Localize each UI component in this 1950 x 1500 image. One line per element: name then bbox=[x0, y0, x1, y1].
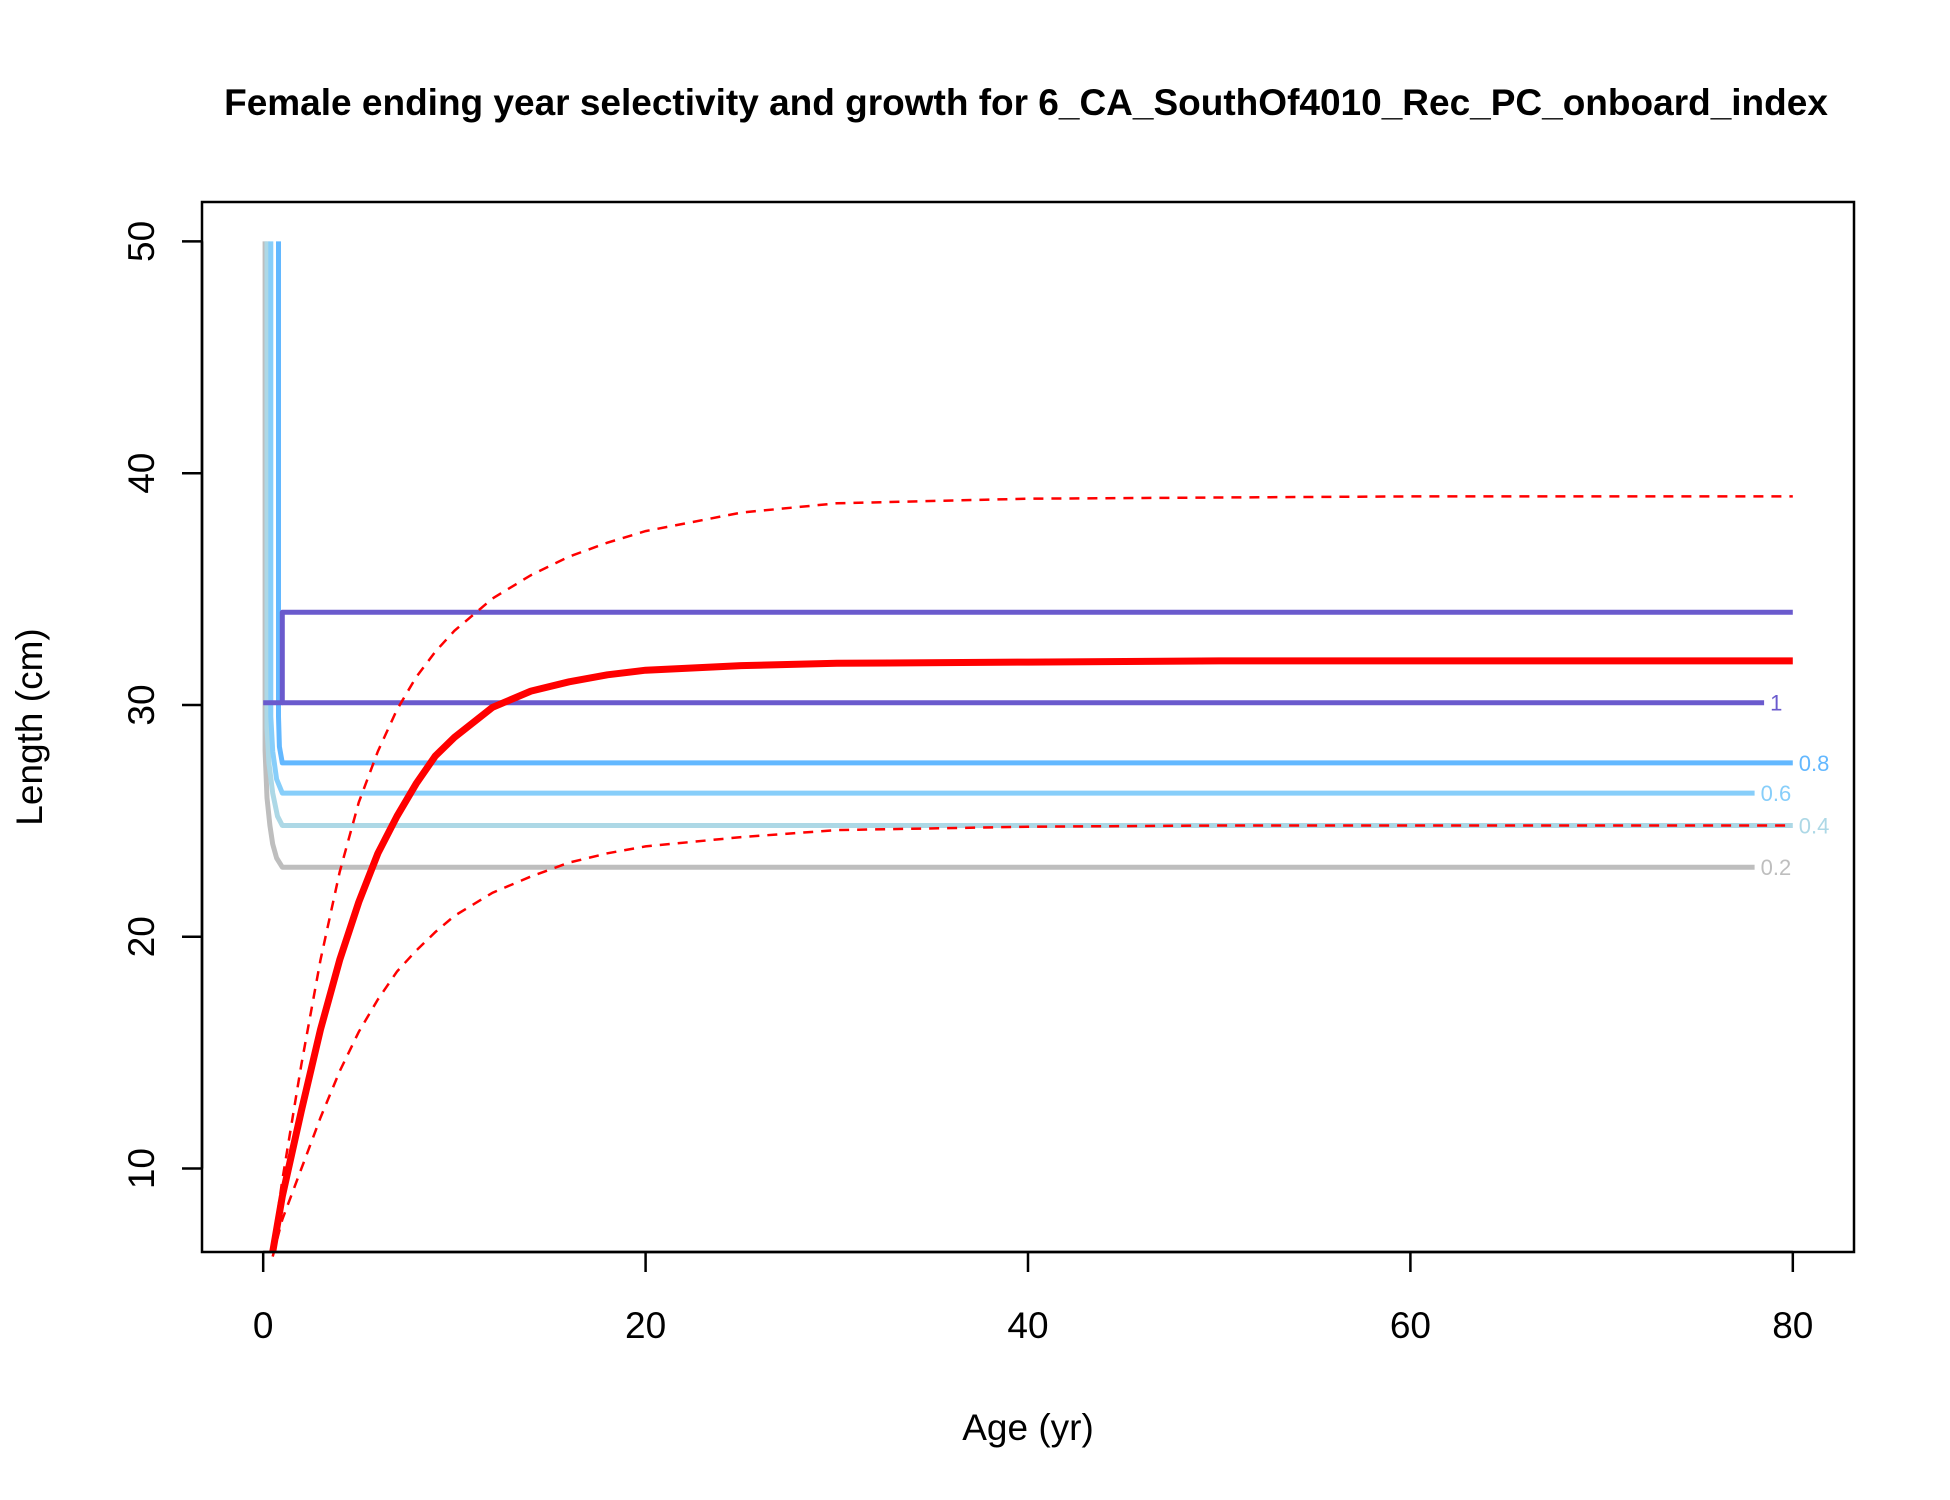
growth-upper-interval bbox=[271, 495, 1793, 1248]
contour-label: 0.2 bbox=[1761, 855, 1792, 880]
x-axis: 0 20 40 60 80 bbox=[253, 1250, 1813, 1346]
x-axis-label: Age (yr) bbox=[962, 1407, 1094, 1448]
contour-line-0-4 bbox=[264, 241, 1793, 828]
x-tick-label: 40 bbox=[1007, 1305, 1048, 1346]
chart-title: Female ending year selectivity and growt… bbox=[224, 82, 1828, 123]
growth-mean-curve bbox=[269, 657, 1793, 1253]
contour-line-0-8 bbox=[276, 241, 1793, 766]
x-tick-label: 60 bbox=[1390, 1305, 1431, 1346]
selectivity-contours: 0.2 0.4 0.6 0.8 1 bbox=[262, 241, 1830, 880]
y-tick-label: 10 bbox=[121, 1148, 162, 1189]
contour-line-1 bbox=[263, 609, 1793, 706]
y-tick-label: 30 bbox=[121, 684, 162, 725]
x-tick-label: 20 bbox=[625, 1305, 666, 1346]
growth-curves bbox=[269, 495, 1793, 1257]
growth-lower-interval bbox=[271, 824, 1793, 1257]
y-axis: 10 20 30 40 50 bbox=[121, 221, 204, 1189]
contour-label: 0.4 bbox=[1799, 814, 1830, 839]
contour-label: 0.6 bbox=[1761, 781, 1792, 806]
y-axis-label: Length (cm) bbox=[9, 628, 50, 825]
contour-line-0-2 bbox=[262, 241, 1755, 870]
contour-label: 1 bbox=[1770, 691, 1782, 716]
y-tick-label: 50 bbox=[121, 221, 162, 262]
contour-line-0-6 bbox=[268, 241, 1755, 796]
y-tick-label: 40 bbox=[121, 453, 162, 494]
y-tick-label: 20 bbox=[121, 916, 162, 957]
x-tick-label: 0 bbox=[253, 1305, 274, 1346]
x-tick-label: 80 bbox=[1772, 1305, 1813, 1346]
contour-label: 0.8 bbox=[1799, 751, 1830, 776]
